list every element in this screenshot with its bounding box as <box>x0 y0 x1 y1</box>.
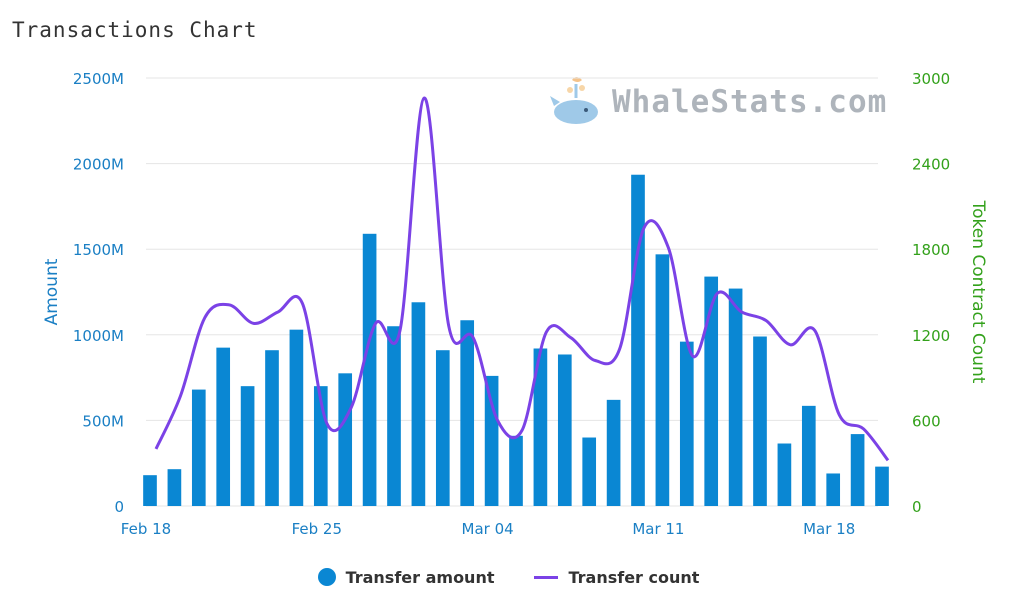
x-tick-label: Mar 04 <box>462 520 514 538</box>
transfer-amount-bar[interactable] <box>728 288 743 506</box>
transfer-amount-bar[interactable] <box>850 434 865 506</box>
right-axis-ticks: 0 600 1200 1800 2400 3000 <box>912 70 950 516</box>
transfer-amount-bar[interactable] <box>435 350 450 506</box>
transfer-amount-bar[interactable] <box>655 254 670 506</box>
left-tick-label: 1000M <box>73 327 124 345</box>
transfer-amount-bar[interactable] <box>240 386 255 506</box>
transfer-amount-bar[interactable] <box>362 233 377 507</box>
transfer-amount-bar[interactable] <box>216 347 231 506</box>
transfer-amount-bar[interactable] <box>338 373 353 506</box>
legend-item-transfer-count[interactable]: Transfer count <box>534 568 699 587</box>
transfer-amount-bar[interactable] <box>557 354 572 506</box>
legend-label-transfer-count: Transfer count <box>568 567 700 587</box>
transfer-amount-bar[interactable] <box>533 348 548 506</box>
transfer-amount-bar[interactable] <box>631 174 645 506</box>
whale-logo-icon <box>550 77 598 124</box>
transfer-amount-bar[interactable] <box>679 341 694 506</box>
right-tick-label: 1800 <box>912 241 950 259</box>
right-axis-label: Token Contract Count <box>968 200 988 384</box>
x-axis-ticks: Feb 18 Feb 25 Mar 04 Mar 11 Mar 18 <box>121 520 855 538</box>
transfer-amount-bar[interactable] <box>411 302 426 506</box>
transfer-amount-bar[interactable] <box>265 350 279 506</box>
right-tick-label: 600 <box>912 412 941 430</box>
chart-title: Transactions Chart <box>12 18 258 42</box>
x-tick-label: Mar 18 <box>803 520 855 538</box>
right-tick-label: 3000 <box>912 70 950 88</box>
transfer-amount-bar[interactable] <box>826 473 841 506</box>
x-tick-label: Mar 11 <box>632 520 684 538</box>
transfer-amount-bar[interactable] <box>777 443 792 506</box>
right-tick-label: 0 <box>912 498 922 516</box>
transfer-amount-bar[interactable] <box>509 435 523 506</box>
transfer-amount-bar[interactable] <box>801 405 816 506</box>
left-tick-label: 500M <box>82 412 124 430</box>
transfer-amount-bar[interactable] <box>606 399 621 506</box>
transfer-amount-bar[interactable] <box>460 320 475 506</box>
left-tick-label: 2500M <box>73 70 124 88</box>
transfer-amount-bar[interactable] <box>484 375 499 506</box>
left-tick-label: 0 <box>114 498 124 516</box>
left-tick-label: 2000M <box>73 156 124 174</box>
whalestats-watermark: WhaleStats.com <box>548 72 928 132</box>
transfer-amount-bar[interactable] <box>143 475 157 506</box>
x-tick-label: Feb 18 <box>121 520 171 538</box>
left-tick-label: 1500M <box>73 241 124 259</box>
transfer-amount-bar[interactable] <box>387 326 401 506</box>
transfer-amount-bar[interactable] <box>167 469 182 506</box>
right-tick-label: 2400 <box>912 156 950 174</box>
left-axis-ticks: 0 500M 1000M 1500M 2000M 2500M <box>73 70 124 516</box>
transfer-amount-bar[interactable] <box>191 389 206 506</box>
transfer-amount-bar[interactable] <box>753 336 767 506</box>
transfer-amount-bar[interactable] <box>582 437 597 506</box>
bar-series <box>143 174 889 507</box>
legend: Transfer amount Transfer count <box>0 560 1017 594</box>
x-tick-label: Feb 25 <box>292 520 342 538</box>
legend-item-transfer-amount[interactable]: Transfer amount <box>317 567 495 587</box>
left-axis-label: Amount <box>42 258 62 325</box>
legend-label-transfer-amount: Transfer amount <box>345 567 495 587</box>
watermark-text: WhaleStats.com <box>612 84 888 120</box>
transfer-amount-bar[interactable] <box>289 329 304 506</box>
transfer-amount-bar[interactable] <box>704 276 719 506</box>
transfer-amount-bar[interactable] <box>875 466 889 506</box>
right-tick-label: 1200 <box>912 327 950 345</box>
bar-series-marker-icon <box>317 568 336 586</box>
line-series-marker-icon <box>534 575 559 579</box>
transfer-count-line <box>154 96 890 462</box>
